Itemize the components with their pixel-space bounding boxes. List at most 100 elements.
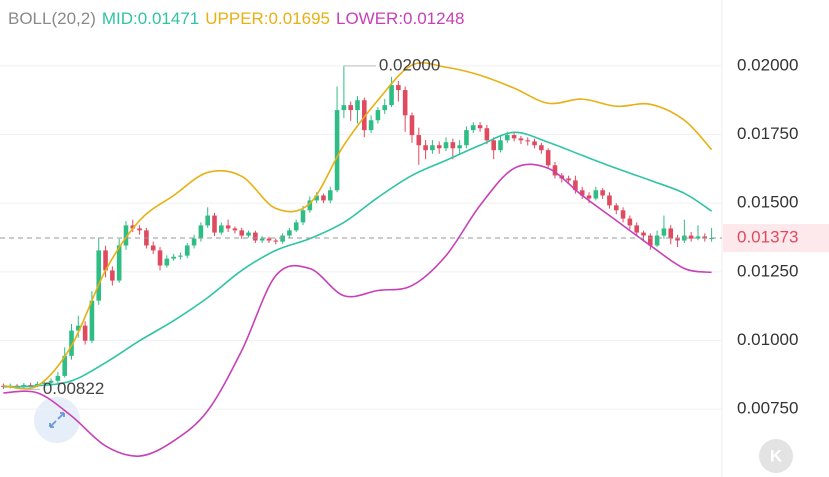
indicator-name: BOLL(20,2): [8, 9, 96, 28]
expand-icon: [49, 412, 65, 428]
candle-body: [634, 225, 639, 233]
candle-body: [402, 90, 408, 116]
candle-body: [552, 165, 558, 176]
legend-entry: MID:0.01471: [101, 9, 200, 28]
candle-body: [116, 245, 122, 281]
legend: BOLL(20,2) MID:0.01471 UPPER:0.01695 LOWER…: [8, 9, 465, 29]
candle-body: [450, 142, 456, 149]
last-price-tag: [723, 224, 829, 253]
extreme-label: 0.02000: [379, 55, 440, 74]
candle-body: [511, 135, 517, 139]
corner-icon: K: [770, 446, 783, 465]
candle-body: [334, 110, 340, 191]
corner-button[interactable]: [759, 439, 793, 473]
candle-body: [416, 135, 422, 146]
candle-body: [341, 105, 347, 111]
candle-body: [477, 125, 483, 129]
candle-body: [702, 236, 708, 239]
candle-body: [573, 180, 578, 191]
candle-body: [348, 105, 353, 111]
candle-body: [327, 190, 333, 201]
candle-body: [76, 325, 81, 331]
candle-body: [641, 232, 646, 236]
candle-body: [355, 100, 360, 111]
candle-body: [457, 145, 462, 149]
candle-body: [627, 218, 633, 226]
expand-button[interactable]: [34, 397, 80, 443]
candle-body: [375, 110, 381, 121]
candle-body: [443, 142, 449, 149]
candle-body: [103, 250, 108, 271]
candle-body: [498, 140, 503, 151]
candle-body: [491, 140, 496, 151]
candle-body: [661, 228, 667, 236]
y-tick-label: 0.02000: [737, 55, 798, 74]
candle-body: [648, 235, 653, 246]
candle-body: [35, 383, 40, 386]
candle-body: [300, 210, 306, 223]
candle-body: [470, 125, 476, 131]
last-price-label: 0.01373: [737, 228, 798, 247]
candle-body: [198, 225, 204, 239]
candle-body: [382, 105, 388, 111]
candle-body: [232, 228, 238, 231]
candle-body: [314, 195, 319, 201]
candle-body: [525, 140, 531, 142]
candle-body: [607, 195, 612, 206]
candle-body: [484, 128, 490, 141]
candle-body: [137, 228, 142, 231]
legend-entry: UPPER:0.01695: [205, 9, 330, 28]
candle-body: [668, 228, 674, 239]
candle-body: [430, 145, 435, 151]
candle-body: [593, 190, 599, 199]
y-tick-label: 0.01500: [737, 193, 798, 212]
candle-body: [539, 145, 544, 151]
candle-body: [178, 255, 183, 257]
candle-body: [436, 145, 442, 149]
candle-body: [96, 250, 102, 301]
candle-body: [82, 325, 88, 341]
candle-body: [123, 225, 129, 246]
candle-body: [253, 232, 258, 241]
candle-body: [293, 222, 299, 231]
band-line: [3, 131, 713, 388]
candle-body: [225, 225, 231, 229]
candle-body: [205, 215, 210, 226]
candle-body: [55, 375, 61, 381]
candle-body: [579, 190, 585, 196]
candle-body: [69, 330, 74, 356]
candle-body: [239, 230, 245, 236]
y-tick-label: 0.00750: [737, 399, 798, 418]
candle-body: [280, 235, 285, 242]
candle-body: [184, 245, 190, 256]
band-line: [3, 163, 712, 457]
candle-body: [287, 230, 292, 236]
candle-body: [545, 150, 551, 166]
candle-body: [321, 195, 326, 201]
candle-body: [586, 195, 592, 199]
candle-body: [164, 258, 170, 266]
candle-body: [368, 120, 374, 131]
y-tick-label: 0.01000: [737, 330, 798, 349]
candle-body: [150, 245, 156, 251]
candle-body: [600, 190, 605, 196]
candle-body: [62, 355, 67, 376]
candle-body: [89, 300, 95, 341]
candle-body: [246, 232, 251, 236]
candle-body: [259, 238, 265, 241]
candle-body: [532, 141, 537, 146]
extreme-label: 0.00822: [43, 379, 104, 398]
candle-body: [212, 215, 217, 233]
legend-entry: LOWER:0.01248: [335, 9, 465, 28]
candle-body: [688, 235, 694, 239]
candle-body: [171, 256, 176, 259]
candle-body: [191, 238, 197, 246]
y-tick-label: 0.01250: [737, 261, 798, 280]
candle-body: [518, 138, 524, 141]
candle-body: [409, 115, 415, 136]
candle-body: [620, 210, 626, 219]
candle-body: [48, 380, 54, 383]
candle-body: [613, 205, 619, 211]
